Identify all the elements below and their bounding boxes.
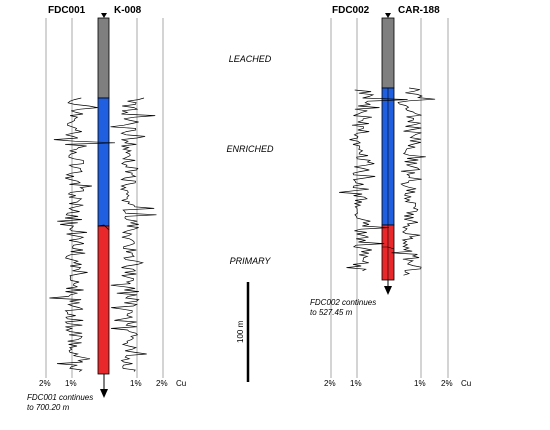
axis-label-2pct-left: 2% <box>324 379 336 388</box>
leached-interval-fdc001 <box>97 17 110 99</box>
cu-grade-log-fdc002 <box>339 89 408 272</box>
scale-bar-label: 100 m <box>236 320 245 343</box>
axis-label-1pct-left: 1% <box>350 379 362 388</box>
collar-marker-icon <box>101 13 107 18</box>
well-title-fdc001: FDC001 <box>48 5 86 16</box>
cu-grade-log-fdc001 <box>49 97 116 372</box>
axis-label-2pct-left: 2% <box>39 379 51 388</box>
continuation-note-fdc002-line1: FDC002 continues <box>310 298 376 307</box>
cu-grade-log-k008 <box>110 97 157 372</box>
enriched-interval-fdc001 <box>97 97 110 227</box>
scale-bar: 100 m <box>236 282 250 382</box>
contact-line-fdc002 <box>382 246 395 250</box>
zone-label-leached: LEACHED <box>229 54 272 64</box>
well-title-k008: K-008 <box>114 5 142 16</box>
zone-labels: LEACHED ENRICHED PRIMARY <box>226 54 274 266</box>
continuation-arrow-icon <box>100 389 108 398</box>
zone-label-enriched: ENRICHED <box>226 144 274 154</box>
continuation-note-fdc001-line2: to 700.20 m <box>27 403 70 412</box>
axis-label-cu: Cu <box>176 379 186 388</box>
contact-line-fdc001 <box>97 224 110 231</box>
continuation-arrow-icon <box>384 286 392 295</box>
axis-label-1pct-right: 1% <box>414 379 426 388</box>
well-title-fdc002: FDC002 <box>332 5 370 16</box>
collar-marker-icon <box>385 13 391 18</box>
zone-label-primary: PRIMARY <box>230 256 272 266</box>
cu-grade-log-car188 <box>391 87 436 276</box>
axis-label-cu: Cu <box>461 379 471 388</box>
continuation-note-fdc002-line2: to 527.45 m <box>310 308 353 317</box>
well-pair-left: FDC001 K-008 2% 1% 1% 2% Cu FDC001 conti… <box>27 5 186 412</box>
well-pair-right: FDC002 CAR-188 2% 1% 1% 2% Cu FDC002 con… <box>310 5 471 388</box>
continuation-note-fdc001-line1: FDC001 continues <box>27 393 93 402</box>
axis-label-2pct-right: 2% <box>441 379 453 388</box>
primary-interval-fdc001 <box>97 225 110 375</box>
well-title-car188: CAR-188 <box>398 5 440 16</box>
axis-label-1pct-right: 1% <box>130 379 142 388</box>
axis-label-1pct-left: 1% <box>65 379 77 388</box>
leached-interval-fdc002 <box>381 17 395 89</box>
axis-label-2pct-right: 2% <box>156 379 168 388</box>
